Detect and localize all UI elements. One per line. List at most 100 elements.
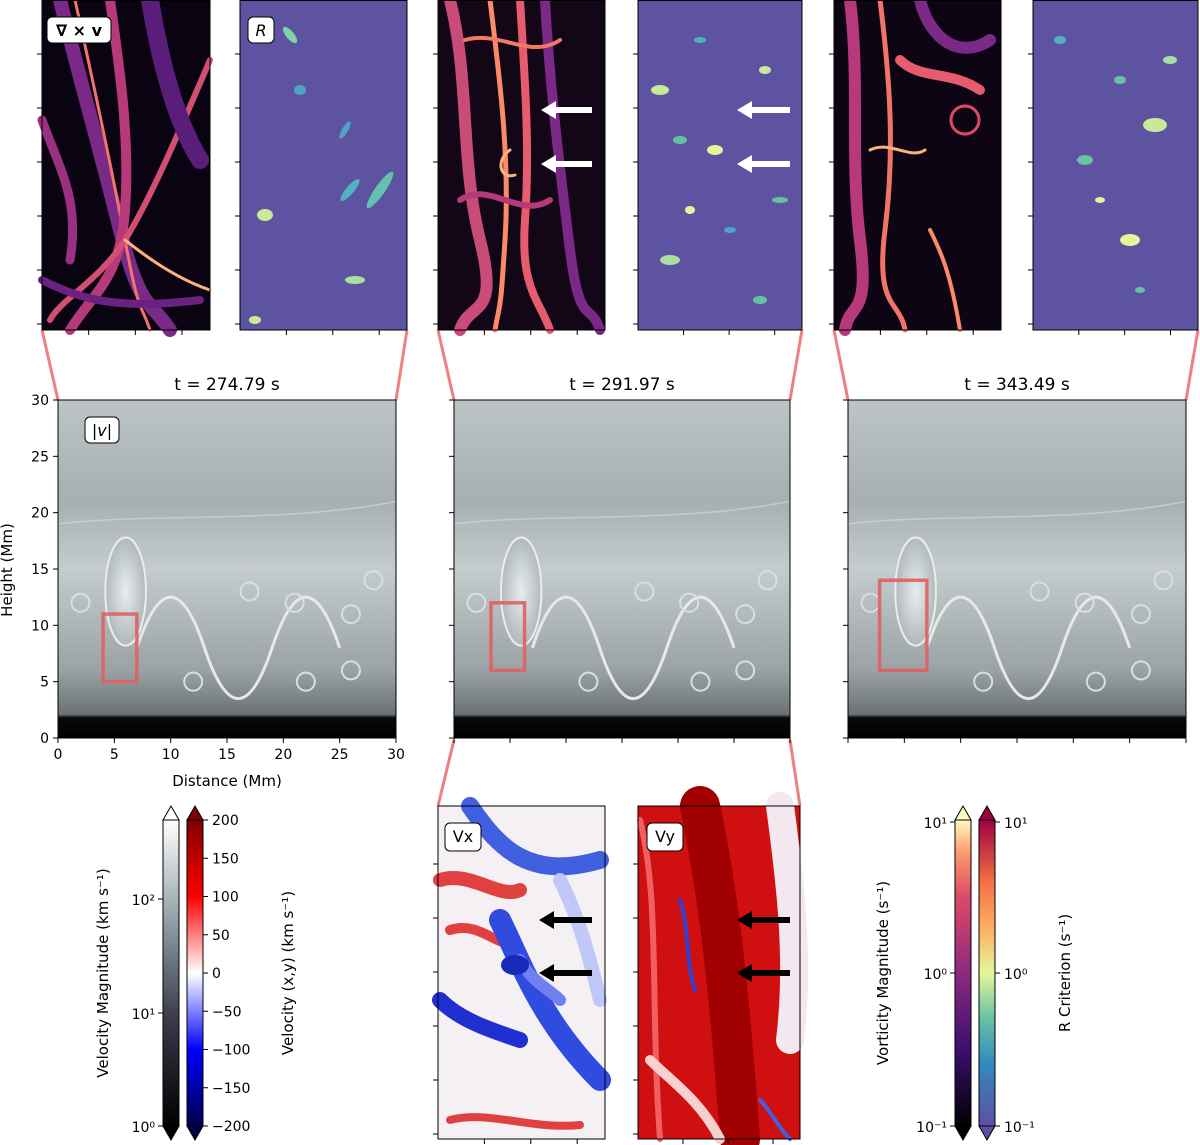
shock-front	[847, 500, 1187, 525]
time-title-1: t = 274.79 s	[174, 375, 280, 395]
vortex-swirl	[284, 592, 305, 613]
vorticity-panel-1	[37, 0, 213, 337]
top-frame-6	[1032, 0, 1199, 331]
cb-tick-label: 10¹	[924, 816, 947, 832]
vortex-swirl	[735, 660, 756, 681]
x-tick-label: 30	[387, 747, 405, 763]
y-tick-label: 5	[40, 675, 49, 691]
vortex-swirl	[466, 592, 487, 613]
vortex-swirl	[973, 671, 994, 692]
cb-tick-label: 10⁰	[1004, 967, 1028, 983]
velocity-magnitude-panel-3	[847, 399, 1187, 739]
vortex-swirl	[1130, 604, 1151, 625]
vortex-swirl	[70, 592, 91, 613]
vortex-swirl	[1074, 592, 1095, 613]
middle-axes-ticks: 0 5 10 15 20 25 30 0 5 10 15 20 25 30	[31, 393, 1187, 763]
top-frame-1	[41, 0, 211, 331]
vx-label: Vx	[453, 827, 473, 846]
x-tick-label: 15	[218, 747, 236, 763]
wave-front	[135, 595, 342, 700]
colorbar-label-velocity-xy: Velocity (x,y) (km s⁻¹)	[279, 891, 297, 1055]
time-title-2: t = 291.97 s	[569, 375, 675, 395]
vorticity-panel-3	[834, 0, 1001, 336]
shock-front	[453, 500, 791, 525]
top-frame-4	[637, 0, 803, 331]
vortex-swirl	[363, 570, 384, 591]
r-criterion-label: R	[255, 21, 266, 40]
shock-front	[57, 500, 397, 525]
cb-tick-label: −100	[212, 1043, 250, 1059]
top-frame-3	[437, 0, 606, 331]
top-row-labels: ∇ × v R	[46, 16, 275, 44]
vortex-swirl	[340, 604, 361, 625]
top-frame-2	[239, 0, 408, 331]
top-frame-5	[833, 0, 1002, 331]
plume-bubble	[500, 536, 543, 647]
velocity-magnitude-panel-1	[57, 399, 397, 739]
vortex-swirl	[340, 660, 361, 681]
cb-tick-label: 10⁰	[132, 1120, 156, 1136]
vortex-swirl	[690, 671, 711, 692]
plume-bubble	[894, 536, 937, 647]
wave-front	[530, 595, 736, 700]
velocity-magnitude-panels	[57, 399, 1187, 739]
x-tick-label: 5	[110, 747, 119, 763]
colorbar-label-velocity-magnitude: Velocity Magnitude (km s⁻¹)	[94, 868, 112, 1077]
colorbar-r-criterion	[978, 804, 996, 1142]
plume-bubble	[104, 536, 147, 647]
vortex-swirl	[578, 671, 599, 692]
cb-tick-label: 10¹	[132, 1007, 155, 1023]
time-title-3: t = 343.49 s	[964, 375, 1070, 395]
velocity-magnitude-panel-2	[453, 399, 791, 739]
cb-tick-label: 10⁻¹	[1004, 1120, 1035, 1136]
vortex-swirl	[1029, 581, 1050, 602]
cb-tick-label: 100	[212, 890, 239, 906]
vortex-swirl	[735, 604, 756, 625]
vortex-swirl	[1153, 570, 1174, 591]
cb-tick-label: 150	[212, 851, 239, 867]
x-tick-label: 25	[331, 747, 349, 763]
cb-tick-label: −150	[212, 1081, 250, 1097]
colorbar-label-r-criterion: R Criterion (s⁻¹)	[1056, 914, 1074, 1032]
highlight-box	[489, 601, 527, 673]
x-tick-label: 10	[162, 747, 180, 763]
colorbar-velocity-xy	[186, 804, 204, 1142]
vy-label: Vy	[655, 827, 675, 846]
vortex-swirl	[239, 581, 260, 602]
cb-tick-label: 10¹	[1004, 816, 1027, 832]
wave-front	[925, 595, 1132, 700]
highlight-box	[877, 578, 929, 673]
vortex-swirl	[679, 592, 700, 613]
vortex-swirl	[1130, 660, 1151, 681]
cb-tick-label: 50	[212, 928, 230, 944]
vortex-swirl	[634, 581, 655, 602]
vortex-swirl	[295, 671, 316, 692]
y-tick-label: 30	[31, 393, 49, 409]
highlight-box	[101, 612, 139, 684]
x-axis-label: Distance (Mm)	[172, 772, 282, 790]
y-axis-label: Height (Mm)	[0, 523, 16, 617]
cb-tick-label: 200	[212, 813, 239, 829]
cb-tick-label: 0	[212, 966, 221, 982]
cb-tick-label: 10²	[132, 893, 155, 909]
vorticity-label: ∇ × v	[56, 21, 103, 40]
zoom-connectors	[40, 329, 1200, 807]
velocity-magnitude-label: |v|	[92, 421, 112, 440]
top-row-frames	[37, 0, 1199, 335]
cb-tick-label: 10⁻¹	[916, 1120, 947, 1136]
vortex-swirl	[757, 570, 778, 591]
y-tick-label: 10	[31, 618, 49, 634]
y-tick-label: 15	[31, 562, 49, 578]
r-criterion-panel-1	[240, 0, 407, 330]
y-tick-label: 25	[31, 449, 49, 465]
cb-tick-label: 10⁰	[924, 967, 948, 983]
cb-tick-label: −200	[212, 1119, 250, 1135]
vortex-swirl	[183, 671, 204, 692]
y-tick-label: 20	[31, 506, 49, 522]
y-tick-label: 0	[40, 731, 49, 747]
x-tick-label: 20	[274, 747, 292, 763]
cb-tick-label: −50	[212, 1004, 242, 1020]
white-arrows	[541, 101, 790, 173]
colorbar-label-vorticity: Vorticity Magnitude (s⁻¹)	[874, 881, 892, 1065]
